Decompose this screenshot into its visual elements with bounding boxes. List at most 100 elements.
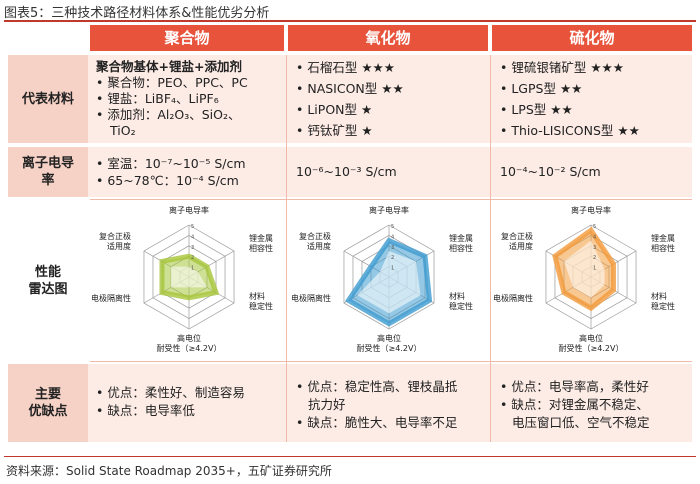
materials-polymer-line: • 锂盐：LiBF₄、LiPF₆ (96, 91, 219, 106)
radar-axis-label-lower-right: 稳定性 (249, 301, 273, 311)
materials-sulfide: • 锂硫银锗矿型 ★★★ • LGPS型 ★★ • LPS型 ★★ • Thio… (500, 57, 640, 141)
radar-axis-label-upper-right: 相容性 (651, 243, 675, 253)
radar-axis-label-upper-left: 适用度 (509, 241, 533, 251)
row-divider (90, 361, 692, 362)
radar-axis-label-bottom: 高电位 (177, 333, 201, 343)
radar-axis-label-top: 离子电导率 (169, 205, 209, 215)
radar-data-inner (170, 266, 208, 288)
rowlabel-conductivity-line1: 离子电导 (21, 156, 74, 171)
radar-tick-label: 5 (391, 224, 394, 230)
radar-axis-label-upper-right: 锂金属 (651, 233, 675, 243)
radar-data-inner (357, 251, 421, 314)
materials-polymer-heading: 聚合物基体+锂盐+添加剂 (96, 59, 242, 74)
materials-oxide-item: • 石榴石型 ★★★ (296, 60, 395, 75)
radar-axis-label-upper-left: 复合正极 (299, 231, 331, 241)
column-divider (490, 55, 491, 442)
radar-axis-label-bottom: 耐受性（≥4.2V） (357, 343, 422, 353)
materials-polymer: 聚合物基体+锂盐+添加剂 • 聚合物：PEO、PPC、PC • 锂盐：LiBF₄… (96, 59, 248, 139)
radar-axis-label-lower-left: 电极隔离性 (493, 293, 533, 303)
radar-tick-label: 2 (191, 255, 194, 261)
radar-axis-label-upper-left: 适用度 (307, 241, 331, 251)
header-sulfide: 硫化物 (492, 25, 692, 51)
rowlabel-materials-text: 代表材料 (21, 91, 74, 107)
proscons-sulfide: • 优点：电导率高，柔性好 • 缺点：对锂金属不稳定、 电压窗口低、空气不稳定 (500, 378, 650, 432)
proscons-polymer-pros: • 优点：柔性好、制造容易 (96, 385, 245, 400)
proscons-sulfide-pros: • 优点：电导率高，柔性好 (500, 379, 649, 394)
materials-oxide-item: • LiPON型 ★ (296, 102, 373, 117)
proscons-oxide-pros: • 优点：稳定性高、锂枝晶抵 (296, 379, 458, 394)
figure-title: 图表5：三种技术路径材料体系&性能优劣分析 (4, 6, 270, 21)
conductivity-sulfide: 10⁻⁴~10⁻² S/cm (500, 164, 601, 179)
rowlabel-radar-line2: 雷达图 (28, 281, 68, 297)
row-divider (90, 199, 692, 200)
radar-axis-label-upper-left: 适用度 (107, 241, 131, 251)
radar-axis-label-lower-right: 稳定性 (449, 301, 473, 311)
radar-axis-label-upper-right: 锂金属 (449, 233, 473, 243)
radar-axis-label-upper-right: 锂金属 (249, 233, 273, 243)
radar-axis-label-upper-left: 复合正极 (99, 231, 131, 241)
radar-tick-label: 2 (593, 255, 596, 261)
proscons-sulfide-cons: • 缺点：对锂金属不稳定、 (500, 397, 649, 412)
materials-sulfide-item: • 锂硫银锗矿型 ★★★ (500, 60, 624, 75)
row-materials-bg (8, 55, 692, 143)
conductivity-polymer-line: • 65~78℃：10⁻⁴ S/cm (96, 173, 239, 188)
radar-tick-label: 1 (391, 266, 394, 272)
radar-axis-label-lower-left: 电极隔离性 (92, 293, 131, 303)
rowlabel-radar: 性能 雷达图 (8, 201, 88, 360)
radar-tick-label: 3 (391, 245, 394, 251)
radar-axis-label-lower-right: 稳定性 (651, 301, 675, 311)
radar-axis-label-lower-right: 材料 (449, 291, 465, 301)
radar-axis-label-top: 离子电导率 (571, 205, 611, 215)
radar-tick-label: 4 (391, 234, 394, 240)
rowlabel-proscons-line2: 优缺点 (28, 404, 68, 419)
rowlabel-proscons-line1: 主要 (34, 387, 61, 402)
radar-tick-label: 1 (593, 266, 596, 272)
materials-oxide-item: • NASICON型 ★★ (296, 81, 404, 96)
materials-polymer-line: • 聚合物：PEO、PPC、PC (96, 75, 248, 90)
radar-tick-label: 4 (593, 234, 596, 240)
rowlabel-radar-line1: 性能 (34, 264, 61, 280)
proscons-polymer: • 优点：柔性好、制造容易 • 缺点：电导率低 (96, 384, 245, 420)
rowlabel-proscons: 主要 优缺点 (8, 364, 88, 442)
title-divider (4, 20, 696, 22)
radar-tick-label: 3 (191, 245, 194, 251)
proscons-sulfide-cons-cont: 电压窗口低、空气不稳定 (512, 415, 650, 430)
materials-polymer-line: TiO₂ (110, 123, 136, 138)
proscons-polymer-cons: • 缺点：电导率低 (96, 403, 195, 418)
radar-tick-label: 2 (391, 255, 394, 261)
radar-tick-label: 5 (593, 224, 596, 230)
radar-axis-label-upper-right: 相容性 (249, 243, 273, 253)
materials-polymer-line: • 添加剂：Al₂O₃、SiO₂、 (96, 107, 241, 122)
column-divider (286, 55, 287, 442)
conductivity-polymer: • 室温：10⁻⁷~10⁻⁵ S/cm • 65~78℃：10⁻⁴ S/cm (96, 155, 246, 189)
radar-tick-label: 3 (593, 245, 596, 251)
radar-tick-label: 1 (191, 266, 194, 272)
materials-oxide: • 石榴石型 ★★★ • NASICON型 ★★ • LiPON型 ★ • 钙钛… (296, 57, 404, 141)
radar-axis-label-upper-right: 相容性 (449, 243, 473, 253)
radar-tick-label: 5 (191, 224, 194, 230)
proscons-oxide-pros-cont: 抗力好 (308, 397, 346, 412)
radar-tick-label: 4 (191, 234, 194, 240)
figure-title-bar: 图表5：三种技术路径材料体系&性能优劣分析 (0, 0, 700, 22)
radar-axis-label-bottom: 高电位 (377, 333, 401, 343)
radar-axis-label-bottom: 耐受性（≥4.2V） (157, 343, 222, 353)
radar-data-inner (563, 240, 605, 298)
radar-axis-label-lower-left: 电极隔离性 (291, 293, 331, 303)
row-proscons-bg (8, 364, 692, 442)
materials-oxide-item: • 钙钛矿型 ★ (296, 123, 373, 138)
proscons-oxide: • 优点：稳定性高、锂枝晶抵 抗力好 • 缺点：脆性大、电导率不足 (296, 378, 457, 432)
materials-sulfide-item: • LPS型 ★★ (500, 102, 573, 117)
conductivity-oxide: 10⁻⁶~10⁻³ S/cm (296, 164, 397, 179)
radar-axis-label-lower-right: 材料 (651, 291, 667, 301)
radar-axis-label-bottom: 耐受性（≥4.2V） (559, 343, 624, 353)
radar-axis-label-top: 离子电导率 (369, 205, 409, 215)
footer-divider (4, 456, 696, 457)
radar-axis-label-lower-right: 材料 (249, 291, 265, 301)
radar-axis-label-bottom: 高电位 (579, 333, 603, 343)
materials-sulfide-item: • Thio-LISICONS型 ★★ (500, 123, 640, 138)
rowlabel-conductivity-line2: 率 (41, 173, 55, 188)
row-conductivity-bg (8, 147, 692, 197)
